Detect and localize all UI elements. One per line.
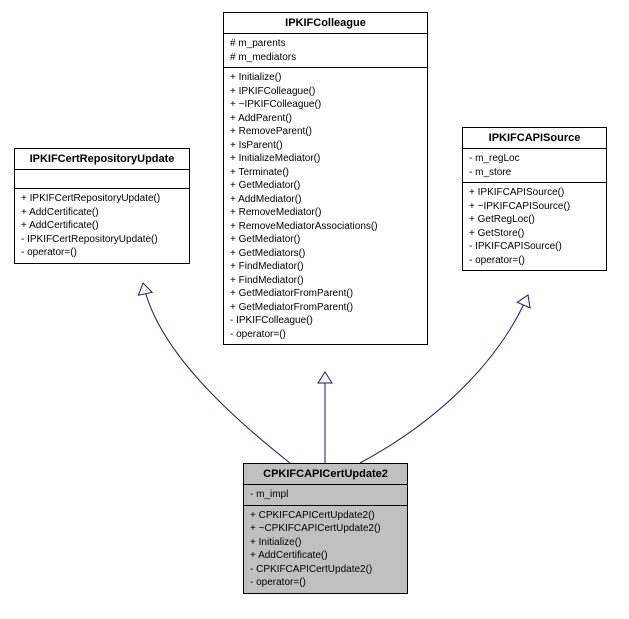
class-op: + RemoveMediatorAssociations() [230, 220, 421, 234]
class-op: - operator=() [250, 576, 401, 590]
class-op: + GetMediatorFromParent() [230, 287, 421, 301]
class-op: + RemoveParent() [230, 125, 421, 139]
class-attrs: # m_parents# m_mediators [224, 34, 427, 68]
class-op: - CPKIFCAPICertUpdate2() [250, 563, 401, 577]
class-op: + ~CPKIFCAPICertUpdate2() [250, 522, 401, 536]
class-title: IPKIFCAPISource [463, 128, 606, 149]
class-ipkifcolleague: IPKIFColleague # m_parents# m_mediators … [223, 12, 428, 345]
class-title: IPKIFCertRepositoryUpdate [15, 149, 189, 170]
class-attrs: - m_regLoc- m_store [463, 149, 606, 183]
class-op: - operator=() [469, 254, 600, 268]
class-op: + AddParent() [230, 112, 421, 126]
class-op: - IPKIFCertRepositoryUpdate() [21, 233, 183, 247]
class-attr: # m_mediators [230, 51, 421, 65]
class-op: + FindMediator() [230, 274, 421, 288]
class-ipkifcertrepositoryupdate: IPKIFCertRepositoryUpdate + IPKIFCertRep… [14, 148, 190, 264]
class-attr: - m_regLoc [469, 152, 600, 166]
class-op: + GetMediator() [230, 179, 421, 193]
class-op: + ~IPKIFColleague() [230, 98, 421, 112]
class-op: + AddCertificate() [21, 219, 183, 233]
class-op: - operator=() [230, 328, 421, 342]
class-title: IPKIFColleague [224, 13, 427, 34]
class-ipkifcapisource: IPKIFCAPISource - m_regLoc- m_store + IP… [462, 127, 607, 271]
class-op: + FindMediator() [230, 260, 421, 274]
class-ops: + IPKIFCAPISource()+ ~IPKIFCAPISource()+… [463, 183, 606, 270]
class-ops: + Initialize()+ IPKIFColleague()+ ~IPKIF… [224, 68, 427, 344]
class-op: + IPKIFCertRepositoryUpdate() [21, 192, 183, 206]
class-op: + AddMediator() [230, 193, 421, 207]
class-op: + AddCertificate() [21, 206, 183, 220]
class-op: + IPKIFColleague() [230, 85, 421, 99]
class-op: + GetRegLoc() [469, 213, 600, 227]
class-ops: + IPKIFCertRepositoryUpdate()+ AddCertif… [15, 189, 189, 263]
class-op: - IPKIFCAPISource() [469, 240, 600, 254]
class-title: CPKIFCAPICertUpdate2 [244, 464, 407, 485]
class-attr: # m_parents [230, 37, 421, 51]
class-op: + IPKIFCAPISource() [469, 186, 600, 200]
class-op: + IsParent() [230, 139, 421, 153]
class-op: + Initialize() [230, 71, 421, 85]
class-op: + ~IPKIFCAPISource() [469, 200, 600, 214]
class-op: + InitializeMediator() [230, 152, 421, 166]
class-op: - IPKIFColleague() [230, 314, 421, 328]
class-attr: - m_impl [250, 488, 401, 502]
class-op: + GetMediatorFromParent() [230, 301, 421, 315]
class-op: + RemoveMediator() [230, 206, 421, 220]
class-attrs: - m_impl [244, 485, 407, 506]
class-op: + Terminate() [230, 166, 421, 180]
class-attr: - m_store [469, 166, 600, 180]
class-op: + CPKIFCAPICertUpdate2() [250, 509, 401, 523]
class-op: + AddCertificate() [250, 549, 401, 563]
class-op: + Initialize() [250, 536, 401, 550]
class-op: + GetStore() [469, 227, 600, 241]
class-op: + GetMediator() [230, 233, 421, 247]
class-ops: + CPKIFCAPICertUpdate2()+ ~CPKIFCAPICert… [244, 506, 407, 593]
class-op: - operator=() [21, 246, 183, 260]
class-cpkifcapicertupdate2: CPKIFCAPICertUpdate2 - m_impl + CPKIFCAP… [243, 463, 408, 594]
class-op: + GetMediators() [230, 247, 421, 261]
class-attrs [15, 170, 189, 189]
